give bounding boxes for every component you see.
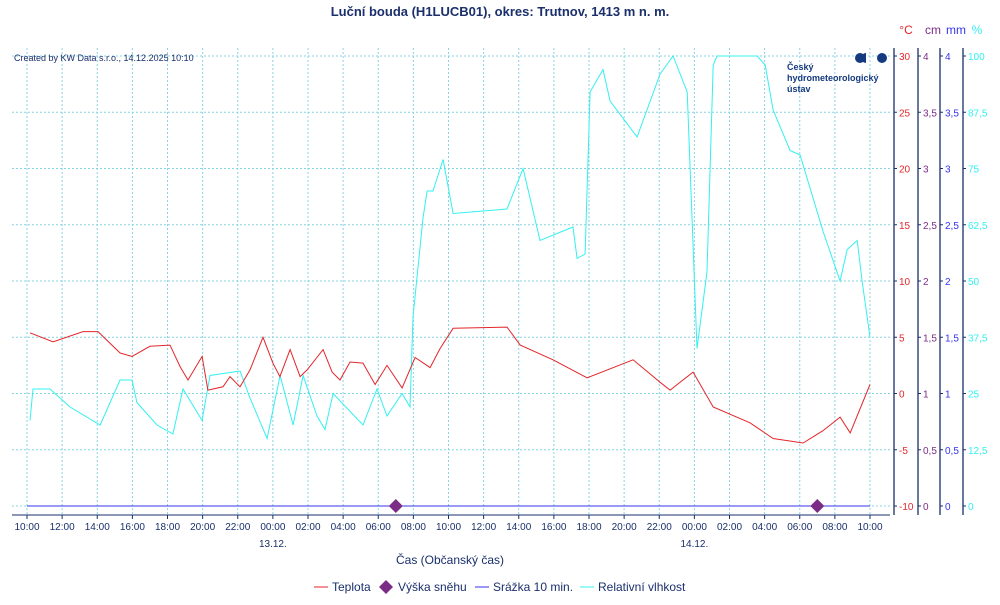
y-tick-label: 1 <box>923 390 929 401</box>
x-tick-label: 04:00 <box>331 522 356 533</box>
y-axis-unit: cm <box>925 23 941 37</box>
y-axis-unit: % <box>972 23 983 37</box>
y-tick-label: 0 <box>968 502 974 513</box>
y-tick-label: 0 <box>923 502 929 513</box>
y-tick-label: -5 <box>899 446 908 457</box>
snow-depth-marker <box>388 499 403 513</box>
x-tick-label: 08:00 <box>822 522 847 533</box>
credit-text: Created by KW Data s.r.o., 14.12.2025 10… <box>14 53 194 63</box>
x-tick-label: 20:00 <box>612 522 637 533</box>
x-axis-title: Čas (Občanský čas) <box>396 552 504 567</box>
humidity-line <box>29 54 871 441</box>
y-tick-label: 25 <box>968 390 980 401</box>
y-tick-label: 1 <box>945 390 951 401</box>
legend-precip-label: Srážka 10 min. <box>493 580 573 594</box>
legend-snow-label: Výška sněhu <box>398 580 467 594</box>
chmi-logo-mark-icon <box>855 53 887 63</box>
y-tick-label: 62,5 <box>968 221 988 232</box>
x-tick-label: 00:00 <box>260 522 285 533</box>
y-tick-label: 2,5 <box>945 221 959 232</box>
chmi-logo: Český hydrometeorologický ústav <box>787 53 887 94</box>
x-tick-label: 14:00 <box>506 522 531 533</box>
y-tick-label: 5 <box>899 333 905 344</box>
y-tick-label: 10 <box>899 277 911 288</box>
date-label: 13.12. <box>259 539 287 550</box>
logo-line-2: hydrometeorologický <box>787 73 879 83</box>
y-tick-label: 30 <box>899 52 911 63</box>
logo-line-1: Český <box>787 61 814 72</box>
axes: 10:00 12:00 14:00 16:00 18:00 20:00 22:00 00:00… <box>12 23 988 550</box>
y-tick-label: 100 <box>968 52 985 63</box>
y-tick-label: 2,5 <box>923 221 937 232</box>
x-tick-label: 16:00 <box>541 522 566 533</box>
y-tick-label: 3,5 <box>945 108 959 119</box>
y-tick-label: 4 <box>945 52 951 63</box>
y-tick-label: 15 <box>899 221 911 232</box>
snow-depth-marker <box>810 499 825 513</box>
y-tick-label: 50 <box>968 277 980 288</box>
grid <box>12 48 890 515</box>
y-tick-label: 0 <box>945 502 951 513</box>
x-tick-label: 20:00 <box>190 522 215 533</box>
x-tick-label: 00:00 <box>682 522 707 533</box>
y-tick-label: 2 <box>945 277 951 288</box>
y-tick-label: 75 <box>968 165 980 176</box>
y-tick-label: -10 <box>899 502 914 513</box>
chart-title: Luční bouda (H1LUCB01), okres: Trutnov, … <box>331 4 670 19</box>
x-tick-label: 22:00 <box>647 522 672 533</box>
date-label: 14.12. <box>680 539 708 550</box>
y-tick-label: 0 <box>899 390 905 401</box>
y-tick-label: 0,5 <box>945 446 959 457</box>
legend: Teplota Výška sněhu Srážka 10 min. Relat… <box>314 580 686 594</box>
y-tick-label: 3 <box>923 165 929 176</box>
x-tick-label: 06:00 <box>787 522 812 533</box>
x-tick-label: 10:00 <box>14 522 39 533</box>
y-tick-label: 1,5 <box>945 333 959 344</box>
x-tick-label: 14:00 <box>85 522 110 533</box>
legend-temp-label: Teplota <box>332 580 371 594</box>
y-tick-label: 20 <box>899 165 911 176</box>
temperature-line <box>29 326 871 444</box>
y-tick-label: 25 <box>899 108 911 119</box>
x-tick-label: 10:00 <box>436 522 461 533</box>
x-tick-label: 18:00 <box>576 522 601 533</box>
legend-humidity-label: Relativní vlhkost <box>598 580 686 594</box>
logo-line-3: ústav <box>787 84 811 94</box>
y-tick-label: 87,5 <box>968 108 988 119</box>
y-axis-unit: °C <box>899 23 913 37</box>
x-tick-label: 16:00 <box>120 522 145 533</box>
x-tick-label: 12:00 <box>50 522 75 533</box>
x-tick-label: 10:00 <box>857 522 882 533</box>
y-tick-label: 3,5 <box>923 108 937 119</box>
y-tick-label: 4 <box>923 52 929 63</box>
x-tick-label: 22:00 <box>225 522 250 533</box>
y-tick-label: 3 <box>945 165 951 176</box>
y-tick-label: 0,5 <box>923 446 937 457</box>
y-tick-label: 2 <box>923 277 929 288</box>
legend-snow-diamond-icon <box>379 580 393 594</box>
y-tick-label: 1,5 <box>923 333 937 344</box>
x-tick-label: 04:00 <box>752 522 777 533</box>
x-tick-label: 06:00 <box>366 522 391 533</box>
x-tick-label: 12:00 <box>471 522 496 533</box>
series-layer <box>27 54 871 513</box>
x-tick-label: 18:00 <box>155 522 180 533</box>
x-tick-label: 02:00 <box>717 522 742 533</box>
y-tick-label: 12,5 <box>968 446 988 457</box>
y-axis-unit: mm <box>946 23 966 37</box>
y-tick-label: 37,5 <box>968 333 988 344</box>
x-tick-label: 02:00 <box>295 522 320 533</box>
x-tick-label: 08:00 <box>401 522 426 533</box>
